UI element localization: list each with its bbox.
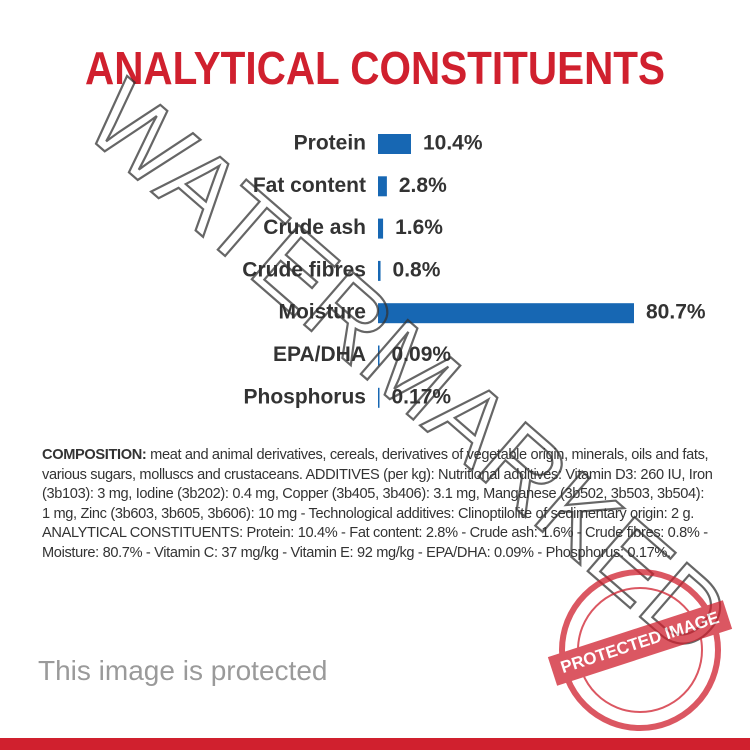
category-label: Crude fibres [242, 258, 366, 281]
bar [378, 387, 380, 408]
bar [378, 134, 411, 154]
bar [378, 176, 387, 197]
bar [378, 303, 634, 324]
stamp-text: PROTECTED IMAGE [558, 608, 721, 677]
bar [378, 260, 381, 281]
value-label: 10.4% [423, 132, 483, 155]
category-label: EPA/DHA [273, 343, 366, 366]
stamp-ring [559, 569, 721, 731]
composition: COMPOSITION: meat and animal derivatives… [42, 446, 714, 563]
category-label: Protein [294, 132, 366, 155]
composition-label: COMPOSITION: [42, 447, 147, 463]
protection-notice: This image is protected [38, 655, 328, 686]
footer-band [0, 738, 750, 750]
chart-title: ANALYTICAL CONSTITUENTS [85, 44, 665, 95]
bar [378, 218, 384, 239]
category-label: Phosphorus [243, 385, 366, 408]
bar [378, 345, 380, 366]
value-label: 80.7% [646, 301, 706, 324]
value-label: 0.09% [392, 343, 452, 366]
stamp-inner-ring [577, 587, 703, 713]
value-label: 2.8% [399, 174, 447, 197]
value-label: 0.17% [392, 385, 452, 408]
stamp: PROTECTED IMAGE [547, 569, 733, 731]
category-label: Crude ash [263, 216, 366, 239]
stamp-banner [547, 600, 733, 686]
chart: ANALYTICAL CONSTITUENTS Protein 10.4% Fat … [85, 44, 706, 409]
category-label: Moisture [278, 301, 366, 324]
value-label: 0.8% [393, 258, 441, 281]
composition-text: meat and animal derivatives, cereals, de… [42, 447, 713, 561]
category-label: Fat content [253, 174, 366, 197]
value-label: 1.6% [395, 216, 443, 239]
